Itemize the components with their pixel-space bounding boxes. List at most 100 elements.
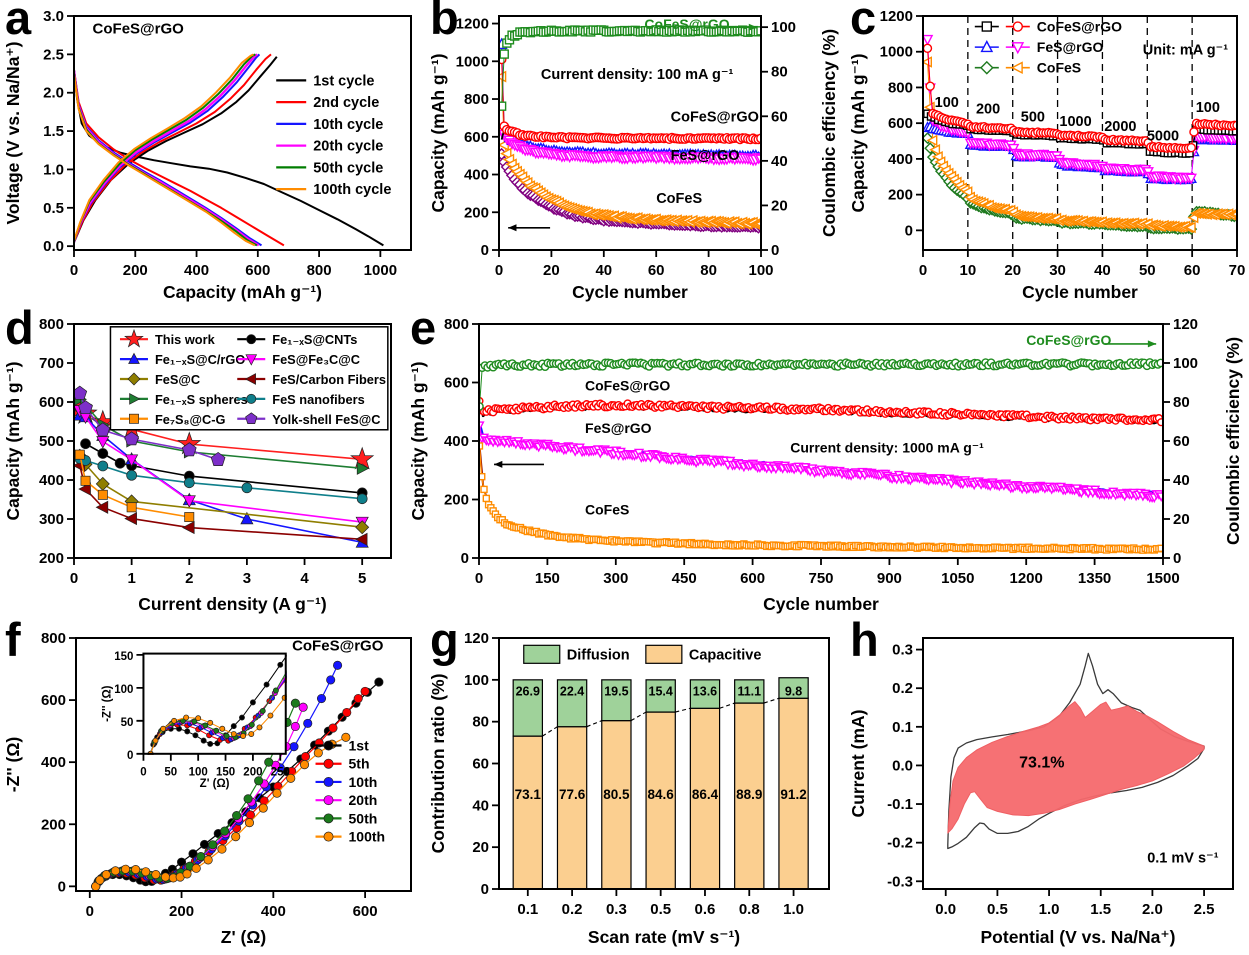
svg-text:400: 400 [464,167,489,184]
panel-d-literature-comparison: d 0 1 2 3 4 5 200 300 400 500 600 700 800 Current den… [0,302,405,622]
svg-text:Capacity (mAh g⁻¹): Capacity (mAh g⁻¹) [428,54,448,213]
svg-text:60: 60 [648,262,665,279]
svg-text:10th cycle: 10th cycle [313,117,383,133]
svg-text:FeS@C: FeS@C [155,372,200,387]
svg-text:-0.3: -0.3 [887,873,913,890]
svg-text:CoFeS: CoFeS [656,191,702,207]
svg-text:22.4: 22.4 [560,684,584,698]
svg-text:150: 150 [535,570,560,587]
svg-text:Yolk-shell FeS@C: Yolk-shell FeS@C [272,412,380,427]
svg-text:1200: 1200 [880,8,913,25]
svg-text:100: 100 [189,766,208,778]
svg-text:Capacitive: Capacitive [689,647,762,663]
svg-text:Capacity (mAh g⁻¹): Capacity (mAh g⁻¹) [163,282,322,302]
svg-text:70: 70 [1229,262,1246,279]
svg-text:100: 100 [1173,355,1198,372]
svg-text:80: 80 [472,714,489,731]
svg-text:500: 500 [1021,110,1045,126]
svg-text:Capacity (mAh g⁻¹): Capacity (mAh g⁻¹) [848,54,868,213]
svg-text:100: 100 [935,95,959,111]
svg-text:Z' (Ω): Z' (Ω) [221,927,266,947]
svg-text:20: 20 [543,262,560,279]
svg-text:0: 0 [481,881,489,898]
panel-a-galvanostatic-profiles: a 0 200 400 600 800 1000 0.0 0.5 1.0 1.5 2.0 2.5 3.0… [0,0,425,310]
svg-text:0.5: 0.5 [987,901,1008,918]
svg-text:Diffusion: Diffusion [567,647,630,663]
svg-text:750: 750 [808,570,833,587]
svg-text:19.5: 19.5 [604,684,628,698]
svg-text:77.6: 77.6 [559,787,586,802]
svg-text:50: 50 [121,717,134,729]
svg-text:600: 600 [444,375,469,392]
panel-h-cv-capacitive: h 0.0 0.5 1.0 1.5 2.0 2.5 -0.3 -0.2 -0.1 0.0 0.1 0.… [845,614,1249,955]
svg-text:2.5: 2.5 [1194,901,1215,918]
svg-text:11.1: 11.1 [737,684,761,698]
svg-text:500: 500 [39,433,64,450]
panel-f-eis-nyquist: f 0 200 400 600 0 200 400 600 800 Z' (Ω) -Z'' (Ω) 1… [0,614,425,955]
svg-text:400: 400 [888,151,913,168]
svg-text:200: 200 [169,903,194,920]
panel-letter-f: f [5,613,21,666]
svg-text:-0.1: -0.1 [887,796,913,813]
svg-text:20: 20 [771,197,788,214]
svg-text:2000: 2000 [1104,119,1136,135]
svg-text:40: 40 [1173,472,1190,489]
svg-text:0.6: 0.6 [695,901,716,918]
svg-text:88.9: 88.9 [736,787,762,802]
svg-text:Voltage (V vs. Na/Na⁺): Voltage (V vs. Na/Na⁺) [3,42,23,225]
chart-g-contribution-bars: 26.9 73.1 22.4 77.6 19.5 80.5 15.4 84.6 13.6 86.4… [428,630,830,947]
svg-text:600: 600 [245,262,270,279]
svg-text:400: 400 [444,433,469,450]
svg-text:60: 60 [472,756,489,773]
svg-text:10: 10 [960,262,977,279]
svg-text:60: 60 [771,108,788,125]
panel-e-long-term-cycling: e 0 150 300 450 600 750 900 1050 1200 1350 1500 0 20… [405,302,1249,622]
panel-g-contribution-ratio: g 26.9 73.1 22.4 77.6 19.5 80.5 15.4 84.6 13.6 86… [425,614,845,955]
chart-f-nyquist: 0 200 400 600 0 200 400 600 800 Z' (Ω) -Z'' (Ω) 1st… [3,630,412,947]
svg-text:1.0: 1.0 [783,901,804,918]
svg-text:150: 150 [216,766,235,778]
svg-text:73.1: 73.1 [515,787,542,802]
chart-c-rate-capability: 0 10 20 30 40 50 60 70 0 200 400 600 800 1000 1200 Cycl… [848,8,1246,302]
svg-text:86.4: 86.4 [692,787,719,802]
svg-text:120: 120 [464,630,489,647]
svg-text:4: 4 [300,570,309,587]
svg-text:250: 250 [271,766,290,778]
svg-text:200: 200 [444,492,469,509]
svg-text:120: 120 [1173,316,1198,333]
svg-text:2.0: 2.0 [43,85,64,102]
svg-text:3.0: 3.0 [43,8,64,25]
svg-text:0: 0 [771,242,779,259]
svg-text:0: 0 [127,750,133,762]
svg-text:13.6: 13.6 [693,684,717,698]
svg-text:Fe₇S₈@C-G: Fe₇S₈@C-G [155,412,226,427]
svg-text:2.5: 2.5 [43,46,64,63]
svg-text:CoFeS@rGO: CoFeS@rGO [1037,19,1122,35]
svg-text:1050: 1050 [941,570,974,587]
svg-text:5th: 5th [349,756,370,772]
svg-text:1: 1 [127,570,135,587]
svg-text:CoFeS@rGO: CoFeS@rGO [671,109,759,125]
svg-text:Cycle number: Cycle number [1022,282,1138,302]
svg-text:100: 100 [771,19,796,36]
svg-text:Scan rate (mV s⁻¹): Scan rate (mV s⁻¹) [588,927,740,947]
svg-text:-Z'' (Ω): -Z'' (Ω) [3,737,23,792]
svg-text:0.3: 0.3 [606,901,627,918]
svg-text:80: 80 [1173,394,1190,411]
svg-text:1000: 1000 [364,262,397,279]
chart-d-rate-comparison: 0 1 2 3 4 5 200 300 400 500 600 700 800 Current densi… [3,316,392,614]
svg-text:FeS nanofibers: FeS nanofibers [272,392,364,407]
svg-text:0.5: 0.5 [650,901,671,918]
svg-text:1000: 1000 [880,44,913,61]
svg-text:0.5: 0.5 [43,200,64,217]
svg-text:2: 2 [185,570,193,587]
svg-text:200: 200 [243,766,262,778]
chart-b-cycling-performance: 0 20 40 60 80 1000200400600800100012000204060… [428,15,839,302]
svg-text:Current density: 1000 mA g⁻¹: Current density: 1000 mA g⁻¹ [790,440,984,456]
chart-e-long-cycling: 0 150 300 450 600 750 900 1050 1200 1350 150002004… [408,316,1243,614]
svg-text:40: 40 [595,262,612,279]
svg-text:100: 100 [748,262,773,279]
svg-text:0: 0 [1173,550,1181,567]
svg-text:200: 200 [39,550,64,567]
